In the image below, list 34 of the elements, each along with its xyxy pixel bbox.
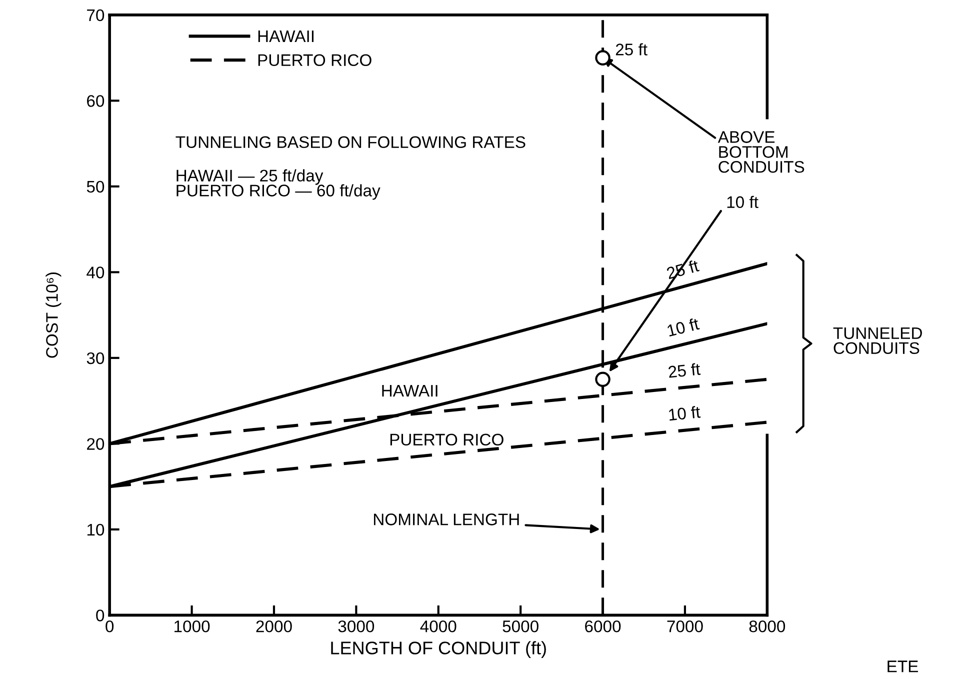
- x-tick-label: 8000: [749, 620, 786, 632]
- legend-label: HAWAII: [258, 30, 314, 42]
- x-tick-label: 2000: [256, 620, 292, 632]
- y-tick-label: 0: [96, 610, 104, 622]
- y-tick-label: 60: [87, 95, 104, 107]
- x-axis-title: LENGTH OF CONDUIT (ft): [331, 641, 546, 658]
- x-tick-label: 4000: [420, 620, 456, 632]
- annotation: HAWAII — 25 ft/day PUERTO RICO — 60 ft/day: [176, 169, 380, 200]
- annotation: 25 ft: [668, 362, 701, 378]
- x-tick-label: 3000: [338, 620, 374, 632]
- text: TUNNELED CONDUITS: [833, 327, 922, 354]
- annotation: 25 ft: [616, 43, 648, 56]
- y-tick-label: 40: [86, 266, 104, 278]
- x-tick-label: 7000: [667, 620, 703, 632]
- y-tick-label: 10: [87, 524, 104, 536]
- y-tick-label: 30: [86, 352, 104, 364]
- annotation: HAWAII: [382, 385, 438, 397]
- x-tick-label: 5000: [502, 620, 538, 632]
- annotation: 10 ft: [668, 406, 701, 421]
- x-tick-label: 1000: [174, 620, 210, 632]
- annotation: ABOVE BOTTOM CONDUITS: [718, 131, 804, 173]
- y-tick-label: 50: [86, 180, 104, 193]
- annotation: PUERTO RICO: [390, 434, 504, 446]
- x-tick-label: 6000: [585, 620, 621, 632]
- y-tick-label: 70: [87, 9, 104, 22]
- ref-line-label: NOMINAL LENGTH: [374, 514, 519, 526]
- y-tick-label: 20: [87, 438, 104, 450]
- annotation: TUNNELING BASED ON FOLLOWING RATES: [176, 136, 526, 148]
- y-axis-title: COST (10⁶): [46, 272, 62, 358]
- annotation: 10 ft: [727, 196, 758, 208]
- text: ETE: [888, 660, 918, 672]
- annotation: 10 ft: [666, 317, 700, 337]
- x-tick-label: 0: [106, 620, 114, 632]
- legend-label: PUERTO RICO: [258, 54, 372, 66]
